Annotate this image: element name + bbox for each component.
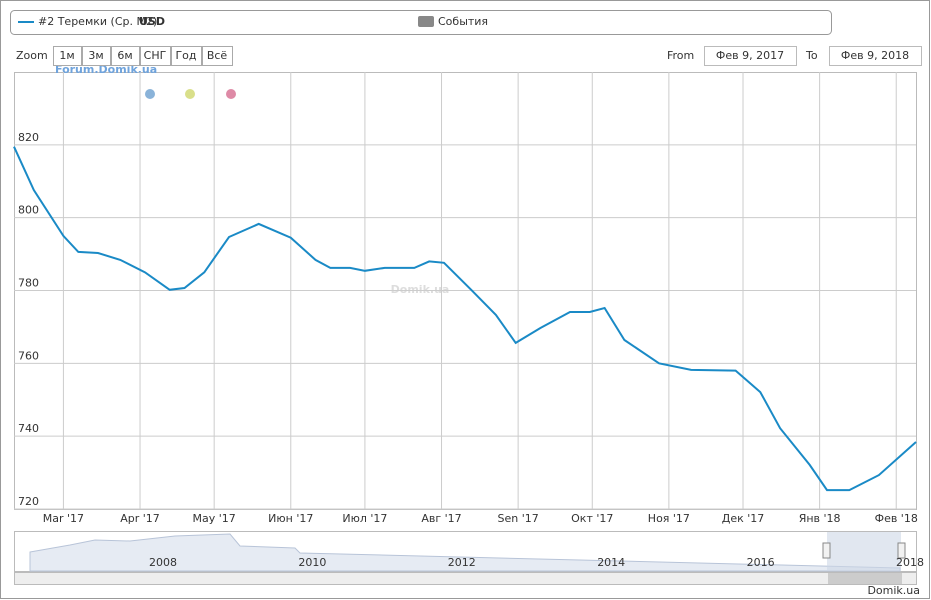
zoom-button[interactable] (111, 46, 140, 66)
zoom-button[interactable] (171, 46, 202, 66)
events-label[interactable]: События (438, 15, 488, 28)
zoom-button-label[interactable]: 6м (117, 49, 132, 62)
y-tick-label: 740 (18, 422, 39, 435)
navigator-handle[interactable] (897, 542, 906, 559)
forum-watermark: Forum.Domik.ua (55, 63, 157, 76)
zoom-button-label[interactable]: 3м (88, 49, 103, 62)
zoom-button-label[interactable]: Всё (207, 49, 228, 62)
navigator-label: 2014 (597, 556, 625, 569)
x-tick-label: Apr '17 (120, 512, 160, 525)
plot (13, 146, 917, 492)
navigator-label: 2008 (149, 556, 177, 569)
zoom-button[interactable] (202, 46, 233, 66)
watermark: Domik.ua (391, 283, 450, 296)
x-tick-label: Окт '17 (571, 512, 613, 525)
navigator-label: 2012 (448, 556, 476, 569)
y-tick-label: 800 (18, 204, 39, 217)
grid: 720 740 760 780 800 820 Mar '17 Apr '17 May '17 И… (14, 72, 918, 525)
x-tick-label: Sen '17 (498, 512, 539, 525)
zoom-button[interactable] (140, 46, 171, 66)
scrollbar-thumb[interactable] (828, 573, 902, 584)
navigator-labels: 2008 2010 2012 2014 2016 2018 (149, 556, 924, 569)
zoom-label: Zoom (16, 49, 48, 62)
x-tick-label: Дек '17 (722, 512, 765, 525)
dot (185, 89, 195, 99)
events-swatch (418, 16, 434, 27)
from-input[interactable] (704, 46, 797, 66)
navigator-label: 2016 (747, 556, 775, 569)
from-value[interactable]: Фев 9, 2017 (716, 49, 784, 62)
x-tick-label: Фев '18 (875, 512, 918, 525)
zoom-button-label[interactable]: Год (175, 49, 196, 62)
legend-label[interactable]: #2 Теремки (Ср. M2) (38, 15, 157, 28)
y-tick-label: 760 (18, 349, 39, 362)
x-tick-label: Июл '17 (342, 512, 387, 525)
legend-unit: USD (139, 15, 165, 28)
x-tick-label: Авг '17 (421, 512, 461, 525)
zoom-button-label[interactable]: СНГ (144, 49, 167, 62)
y-tick-label: 780 (18, 277, 39, 290)
navigator-label: 2018 (896, 556, 924, 569)
zoom-button[interactable] (82, 46, 111, 66)
navigator-label: 2010 (298, 556, 326, 569)
zoom-button[interactable] (53, 46, 82, 66)
dot (226, 89, 236, 99)
line (13, 146, 917, 492)
navigator-selection[interactable] (827, 532, 901, 571)
x-tick-label: Ноя '17 (648, 512, 690, 525)
y-tick-label: 820 (18, 131, 39, 144)
x-tick-label: May '17 (193, 512, 236, 525)
to-value[interactable]: Фев 9, 2018 (841, 49, 909, 62)
navigator-handle[interactable] (822, 542, 831, 559)
to-input[interactable] (829, 46, 922, 66)
footer-watermark: Domik.ua (867, 584, 920, 597)
x-tick-label: Янв '18 (799, 512, 841, 525)
zoom-button-label[interactable]: 1м (59, 49, 74, 62)
to-label: To (805, 49, 818, 62)
scrollbar[interactable] (14, 572, 917, 585)
from-label: From (667, 49, 694, 62)
dot (145, 89, 155, 99)
y-tick-label: 720 (18, 495, 39, 508)
x-tick-label: Июн '17 (268, 512, 313, 525)
x-tick-label: Mar '17 (43, 512, 84, 525)
